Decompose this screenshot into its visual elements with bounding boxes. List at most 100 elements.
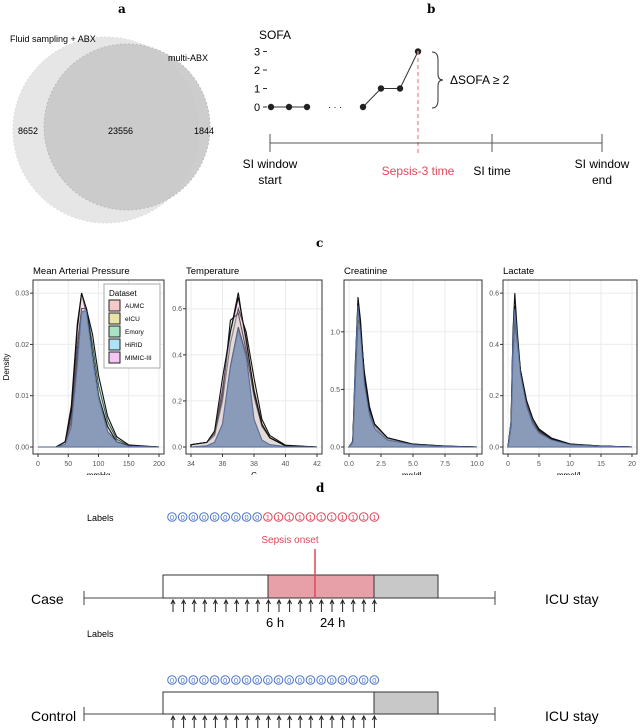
label-value: 0: [351, 676, 355, 685]
x-tick-label: 15: [597, 461, 605, 468]
x-tick-label: 7.5: [440, 461, 450, 468]
y-tick-label: 0.03: [15, 291, 29, 298]
label-circle: [326, 675, 337, 685]
y-tick-label: 0.4: [489, 342, 499, 349]
label-circle: [263, 675, 273, 685]
label-window-end-2: end: [592, 173, 612, 187]
x-tick-label: 5: [537, 461, 541, 468]
sofa-y-tick: 0: [254, 102, 260, 114]
label-value: 1: [340, 513, 344, 522]
arrow-head: [297, 714, 303, 721]
venn-label-fluid-sampling: Fluid sampling + ABX: [10, 34, 96, 44]
label-circle: [231, 675, 241, 685]
label-value: 1: [330, 513, 334, 522]
density-panel-lactate: 0 5 10 15 20 0.0 0.2 0.4 0.6 Lactate mmol/L: [489, 266, 638, 475]
panel-label-c: c: [316, 236, 324, 250]
arrow-head: [371, 598, 377, 605]
case-pre-window: [162, 574, 269, 599]
panel-title: Lactate: [503, 266, 534, 277]
sofa-gap-dots: · · ·: [328, 102, 342, 112]
sofa-segment: [399, 51, 419, 89]
legend-swatch: [108, 312, 121, 325]
legend-item-label: Emory: [125, 329, 145, 336]
arrow-head: [276, 714, 282, 721]
sofa-segment: [362, 88, 382, 108]
y-axis-label: Density: [2, 354, 11, 381]
panel-label-b: b: [427, 2, 436, 16]
label-value: 0: [213, 513, 217, 522]
label-circle: [209, 512, 220, 522]
label-circle: [188, 675, 199, 685]
arrow-head: [212, 598, 218, 605]
sofa-y-tick: 1: [254, 84, 260, 96]
panel-label-a: a: [118, 2, 126, 16]
label-value: 1: [287, 513, 291, 522]
x-axis-label: mg/dL: [402, 471, 425, 475]
x-tick-label: 5.0: [408, 461, 418, 468]
sofa-point: [359, 103, 367, 111]
venn-count-only-b: 1844: [194, 126, 214, 136]
density-overlap-fill: [348, 305, 478, 448]
arrow-head: [329, 714, 335, 721]
x-tick-label: 40: [282, 461, 290, 468]
sofa-y-tick: 3: [254, 47, 260, 59]
sofa-y-tick: 2: [254, 65, 260, 77]
case-label: Case: [31, 591, 64, 607]
label-circle: [199, 512, 209, 522]
x-tick-label: 36: [219, 461, 227, 468]
sepsis-onset-label: Sepsis onset: [261, 535, 318, 546]
label-circle: [348, 512, 358, 522]
label-value: 0: [330, 676, 334, 685]
venn-label-multi-abx: multi-ABX: [168, 53, 208, 63]
control-icu-stay-label: ICU stay: [545, 708, 599, 724]
label-window-start-1: SI window: [243, 157, 298, 171]
label-value: 0: [213, 676, 217, 685]
arrow-head: [340, 714, 346, 721]
sofa-point: [303, 103, 311, 111]
label-value: 0: [266, 676, 270, 685]
arrow-head: [202, 598, 208, 605]
label-circle: [273, 512, 284, 522]
marker-6h: 6 h: [266, 615, 284, 630]
legend-item-label: MIMIC-III: [125, 355, 152, 362]
x-tick-label: 150: [123, 461, 135, 468]
label-circle: [177, 675, 188, 685]
x-tick-label: 0.0: [344, 461, 354, 468]
label-value: 1: [319, 513, 323, 522]
y-tick-label: 0.2: [172, 398, 182, 405]
label-circle: [177, 512, 188, 522]
label-value: 0: [223, 676, 227, 685]
label-circle: [273, 675, 284, 685]
x-axis-label: C: [251, 471, 257, 475]
arrow-head: [297, 598, 303, 605]
label-circle: [337, 512, 348, 522]
arrow-head: [181, 714, 187, 721]
panel-title: Creatinine: [344, 266, 387, 277]
x-tick-label: 38: [250, 461, 258, 468]
panel-label-d: d: [316, 481, 325, 495]
arrow-head: [318, 598, 324, 605]
case-sepsis-window: [267, 574, 375, 599]
control-post-window: [373, 691, 439, 715]
label-circle: [305, 512, 316, 522]
y-tick-label: 0.02: [15, 342, 29, 349]
label-value: 0: [308, 676, 312, 685]
label-circle: [348, 675, 358, 685]
marker-24h: 24 h: [320, 615, 345, 630]
x-tick-label: 200: [153, 461, 165, 468]
label-value: 1: [362, 513, 366, 522]
label-circle: [316, 675, 326, 685]
density-mimic-iii: [190, 297, 318, 448]
density-panel-creatinine: 0.0 2.5 5.0 7.5 10.0 0.0 0.5 1.0 Creatinine mg/dL: [330, 266, 484, 475]
y-tick-label: 0.0: [489, 445, 499, 452]
label-value: 0: [255, 513, 259, 522]
label-si-time: SI time: [473, 164, 511, 178]
label-value: 0: [276, 676, 280, 685]
delta-sofa-label: ΔSOFA ≥ 2: [450, 73, 510, 87]
y-tick-label: 0.5: [330, 387, 340, 394]
label-circle: [305, 675, 316, 685]
arrow-head: [361, 714, 367, 721]
label-value: 0: [191, 676, 195, 685]
y-tick-label: 0.6: [172, 306, 182, 313]
